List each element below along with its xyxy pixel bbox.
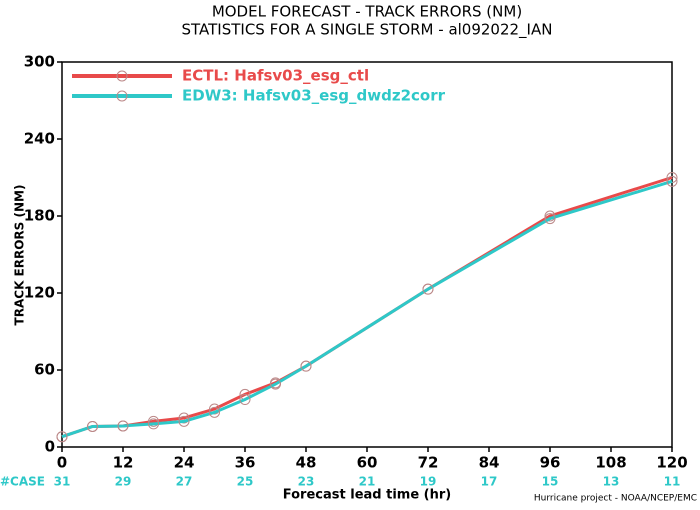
case-count: 11 [664,475,681,489]
y-tick-label: 180 [24,207,55,225]
data-point [178,415,190,427]
case-count: 23 [298,475,315,489]
data-point [148,418,159,430]
plot-frame [61,61,673,448]
case-count: 15 [542,475,559,489]
series-line [61,176,673,439]
data-point [148,415,159,427]
x-tick-label: 84 [479,454,500,472]
y-tick-label: 300 [24,53,55,71]
x-tick-label: 36 [235,454,256,472]
x-tick-label: 72 [418,454,439,472]
x-tick-label: 120 [656,454,687,472]
legend-label: EDW3: Hafsv03_esg_dwdz2corr [182,87,446,105]
credit: Hurricane project - NOAA/NCEP/EMC [534,494,697,504]
legend-label: ECTL: Hafsv03_esg_ctl [182,67,369,85]
case-count: 21 [359,475,376,489]
case-count: 31 [54,475,71,489]
data-point [209,406,220,418]
y-axis-label: TRACK ERRORS (NM) [13,185,27,326]
x-tick-label: 12 [113,454,134,472]
y-tick-label: 120 [24,284,55,302]
chart-subtitle: STATISTICS FOR A SINGLE STORM - al092022… [182,21,553,40]
case-count: 29 [115,475,132,489]
data-point [666,175,678,187]
legend-marker [116,70,128,82]
data-point [117,420,129,432]
data-point [87,420,98,432]
x-tick-label: 96 [540,454,561,472]
x-tick-label: 0 [57,454,67,472]
y-tick-label: 240 [24,130,55,148]
case-count: 19 [420,475,437,489]
data-point [422,283,434,295]
y-tick-label: 60 [34,361,55,379]
data-point [56,431,68,443]
data-point [544,213,556,225]
data-point [239,394,251,406]
x-tick-label: 48 [296,454,317,472]
legend-marker [116,90,128,102]
case-count: 17 [481,475,498,489]
case-label: #CASE [0,475,45,489]
case-count: 13 [603,475,620,489]
x-axis-label: Forecast lead time (hr) [283,488,451,503]
x-tick-label: 24 [174,454,195,472]
data-point [300,360,312,372]
data-point [270,378,281,390]
series-line [61,179,673,439]
case-count: 27 [176,475,193,489]
chart-title: MODEL FORECAST - TRACK ERRORS (NM) [212,3,522,21]
case-count: 25 [237,475,254,489]
data-point [178,412,190,424]
y-tick-label: 0 [45,438,55,456]
x-tick-label: 60 [357,454,378,472]
x-tick-label: 108 [595,454,626,472]
